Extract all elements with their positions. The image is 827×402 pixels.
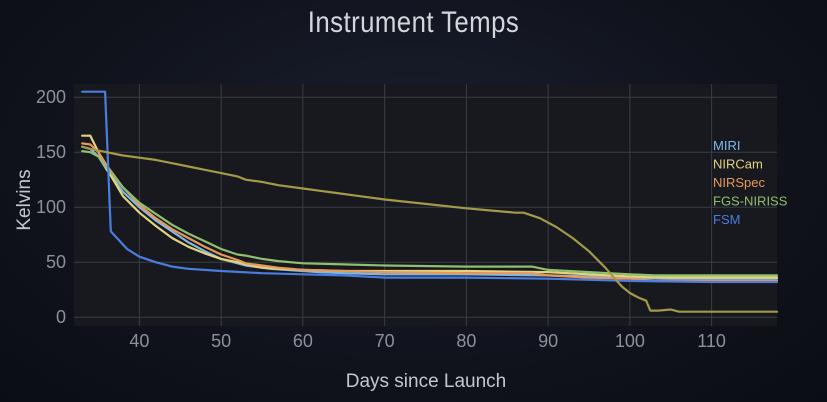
series-line-fgs-niriss <box>81 150 779 277</box>
legend-item-miri: MIRI <box>713 138 740 153</box>
x-tick-label: 40 <box>129 331 149 351</box>
series-line-fsm <box>81 90 779 284</box>
chart-title: Instrument Temps <box>307 6 520 39</box>
legend-item-nirspec: NIRSpec <box>713 175 766 190</box>
legend-item-fgs-niriss: FGS-NIRISS <box>713 194 788 209</box>
y-tick-label: 0 <box>56 307 66 327</box>
y-tick-label: 100 <box>36 197 66 217</box>
series-line-nircam <box>81 134 779 279</box>
legend: MIRI NIRCam NIRSpec FGS-NIRISS FSM <box>713 138 788 227</box>
series-line-unlabeled <box>81 145 779 313</box>
x-tick-label: 110 <box>697 331 726 351</box>
tick-labels: 40 50 60 70 80 90 100 110 0 50 100 150 200 <box>36 87 726 351</box>
legend-item-fsm: FSM <box>713 212 740 227</box>
x-tick-label: 100 <box>615 331 645 351</box>
x-tick-label: 50 <box>211 331 231 351</box>
x-tick-label: 80 <box>456 331 476 351</box>
x-tick-label: 70 <box>375 331 395 351</box>
x-tick-label: 60 <box>293 331 313 351</box>
series-lines <box>81 90 779 313</box>
grid <box>74 84 777 326</box>
x-axis-title: Days since Launch <box>346 371 507 392</box>
legend-item-nircam: NIRCam <box>713 157 763 172</box>
x-tick-label: 90 <box>538 331 558 351</box>
y-axis-title: Kelvins <box>14 169 35 230</box>
y-tick-label: 200 <box>36 87 66 107</box>
y-tick-label: 50 <box>46 252 66 272</box>
y-tick-label: 150 <box>36 142 66 162</box>
